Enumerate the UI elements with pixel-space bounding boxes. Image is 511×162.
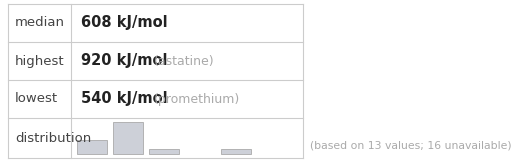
Text: highest: highest [15, 54, 64, 68]
Bar [78, 140, 107, 154]
Bar [221, 149, 250, 154]
Text: (astatine): (astatine) [153, 54, 214, 68]
Bar [113, 122, 143, 154]
Bar [149, 149, 179, 154]
Text: 540 kJ/mol: 540 kJ/mol [81, 92, 168, 106]
Text: median: median [15, 17, 65, 29]
Text: (based on 13 values; 16 unavailable): (based on 13 values; 16 unavailable) [310, 140, 511, 150]
Text: (promethium): (promethium) [153, 93, 240, 105]
Text: 608 kJ/mol: 608 kJ/mol [81, 16, 168, 30]
Text: lowest: lowest [15, 93, 58, 105]
Text: distribution: distribution [15, 132, 91, 145]
Text: 920 kJ/mol: 920 kJ/mol [81, 53, 168, 69]
